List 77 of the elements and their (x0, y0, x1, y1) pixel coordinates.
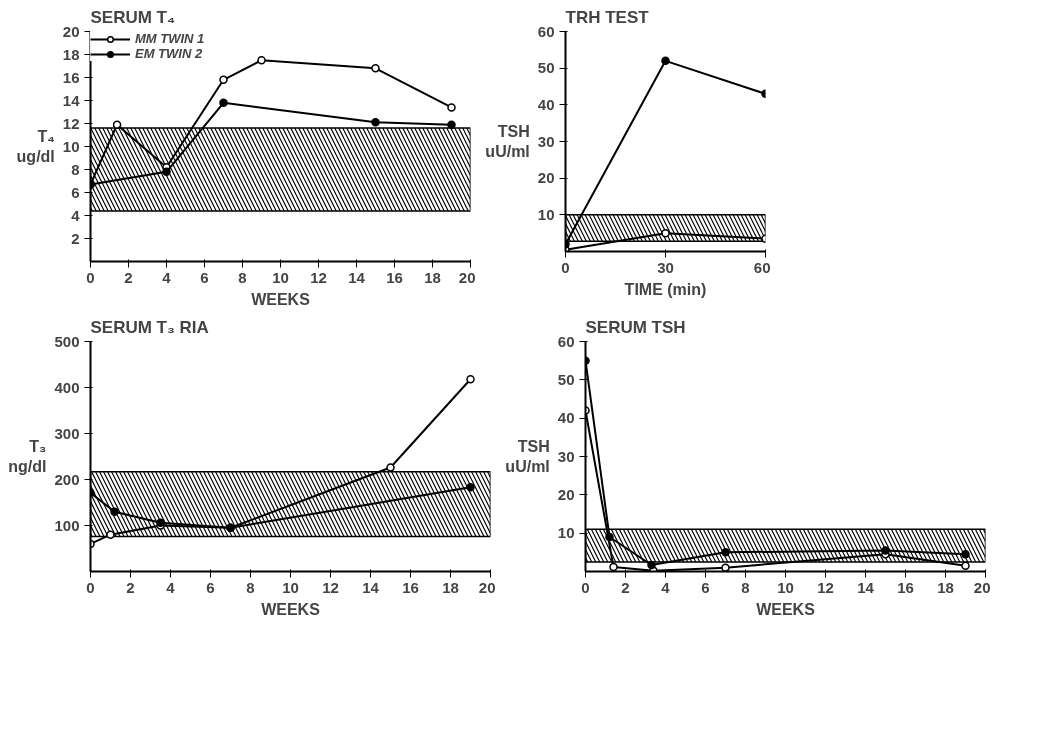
x-tick-label: 20 (478, 578, 496, 596)
y-tick-label: 20 (557, 485, 575, 503)
y-axis-title: TSH uU/ml (485, 122, 530, 161)
x-tick-label: 60 (753, 258, 771, 276)
x-tick-label: 10 (282, 578, 299, 596)
y-tick-label: 60 (557, 332, 575, 350)
chart-title: TRH TEST (565, 7, 650, 27)
y-tick-label: 200 (54, 470, 80, 488)
y-tick-label: 16 (62, 68, 80, 86)
y-tick-label: 30 (537, 132, 555, 150)
x-axis-title: WEEKS (756, 600, 816, 618)
y-tick-label: 2 (71, 229, 80, 247)
legend-label: MM TWIN 1 (135, 31, 205, 46)
y-tick-label: 300 (54, 424, 80, 442)
y-tick-label: 30 (557, 447, 575, 465)
x-tick-label: 14 (857, 578, 875, 596)
x-tick-label: 8 (246, 578, 255, 596)
x-tick-label: 2 (124, 268, 133, 286)
x-tick-label: 18 (937, 578, 954, 596)
y-tick-label: 6 (71, 183, 80, 201)
y-tick-label: 10 (537, 205, 555, 223)
x-tick-label: 8 (238, 268, 247, 286)
y-tick-label: 10 (557, 524, 575, 542)
y-axis-title: T₃ ng/dl (8, 437, 47, 476)
y-tick-label: 8 (71, 160, 80, 178)
y-axis-title: TSH uU/ml (505, 437, 550, 476)
x-tick-label: 14 (362, 578, 380, 596)
y-tick-label: 18 (62, 45, 80, 63)
x-tick-label: 4 (166, 578, 176, 596)
y-tick-label: 60 (537, 22, 555, 40)
y-tick-label: 400 (54, 378, 80, 396)
x-tick-label: 0 (86, 268, 95, 286)
x-tick-label: 20 (458, 268, 476, 286)
x-tick-label: 6 (206, 578, 215, 596)
x-tick-label: 10 (777, 578, 794, 596)
chart-title: SERUM T₃ RIA (90, 317, 209, 337)
x-tick-label: 20 (973, 578, 991, 596)
x-tick-label: 16 (386, 268, 403, 286)
y-tick-label: 40 (557, 409, 575, 427)
x-tick-label: 0 (581, 578, 590, 596)
x-tick-label: 18 (442, 578, 459, 596)
x-tick-label: 16 (402, 578, 419, 596)
y-tick-label: 10 (62, 137, 80, 155)
y-tick-label: 20 (62, 22, 80, 40)
x-tick-label: 18 (424, 268, 441, 286)
x-tick-label: 2 (621, 578, 630, 596)
x-tick-label: 2 (126, 578, 135, 596)
x-axis-title: WEEKS (251, 290, 311, 308)
x-tick-label: 0 (561, 258, 570, 276)
x-tick-label: 30 (657, 258, 674, 276)
x-tick-label: 6 (701, 578, 710, 596)
x-tick-label: 0 (86, 578, 95, 596)
x-tick-label: 10 (272, 268, 289, 286)
x-tick-label: 12 (817, 578, 834, 596)
y-tick-label: 4 (71, 206, 81, 224)
y-tick-label: 50 (537, 59, 555, 77)
x-tick-label: 6 (200, 268, 209, 286)
x-tick-label: 8 (741, 578, 750, 596)
x-tick-label: 12 (310, 268, 327, 286)
x-axis-title: TIME (min) (624, 280, 707, 298)
x-tick-label: 4 (162, 268, 172, 286)
x-tick-label: 12 (322, 578, 339, 596)
y-tick-label: 20 (537, 169, 555, 187)
y-tick-label: 50 (557, 370, 575, 388)
y-tick-label: 100 (54, 516, 80, 534)
x-tick-label: 4 (661, 578, 671, 596)
y-tick-label: 500 (54, 332, 80, 350)
x-tick-label: 14 (348, 268, 366, 286)
legend-label: EM TWIN 2 (135, 46, 203, 61)
chart-title: SERUM TSH (585, 317, 686, 337)
chart-title: SERUM T₄ (90, 7, 176, 27)
y-tick-label: 12 (62, 114, 80, 132)
y-axis-title: T₄ ug/dl (16, 127, 55, 166)
y-tick-label: 14 (62, 91, 81, 109)
x-axis-title: WEEKS (261, 600, 321, 618)
y-tick-label: 40 (537, 95, 555, 113)
x-tick-label: 16 (897, 578, 914, 596)
